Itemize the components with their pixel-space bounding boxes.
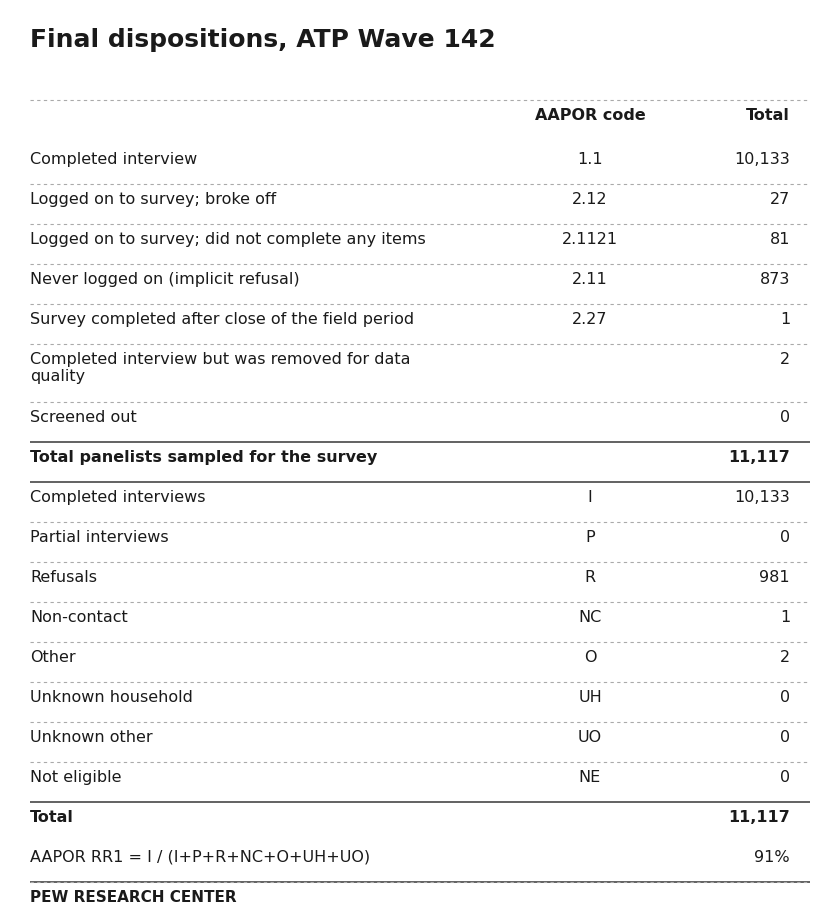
Text: I: I [588,490,592,505]
Text: PEW RESEARCH CENTER: PEW RESEARCH CENTER [30,890,237,905]
Text: AAPOR RR1 = I / (I+P+R+NC+O+UH+UO): AAPOR RR1 = I / (I+P+R+NC+O+UH+UO) [30,850,370,865]
Text: NE: NE [579,770,601,785]
Text: 2: 2 [780,352,790,367]
Text: 873: 873 [759,272,790,287]
Text: 0: 0 [780,730,790,745]
Text: 2.11: 2.11 [572,272,608,287]
Text: Completed interviews: Completed interviews [30,490,206,505]
Text: Final dispositions, ATP Wave 142: Final dispositions, ATP Wave 142 [30,28,496,52]
Text: Not eligible: Not eligible [30,770,122,785]
Text: Total panelists sampled for the survey: Total panelists sampled for the survey [30,450,377,465]
Text: NC: NC [579,610,601,625]
Text: 981: 981 [759,570,790,585]
Text: 1.1: 1.1 [577,152,603,167]
Text: AAPOR code: AAPOR code [534,108,645,123]
Text: 1: 1 [780,610,790,625]
Text: 2.1121: 2.1121 [562,232,618,247]
Text: Refusals: Refusals [30,570,97,585]
Text: 10,133: 10,133 [734,152,790,167]
Text: P: P [585,530,595,545]
Text: O: O [584,650,596,665]
Text: 2: 2 [780,650,790,665]
Text: 11,117: 11,117 [728,450,790,465]
Text: 10,133: 10,133 [734,490,790,505]
Text: 81: 81 [769,232,790,247]
Text: Unknown other: Unknown other [30,730,153,745]
Text: Survey completed after close of the field period: Survey completed after close of the fiel… [30,312,414,327]
Text: Non-contact: Non-contact [30,610,128,625]
Text: Screened out: Screened out [30,410,137,425]
Text: UH: UH [578,690,602,705]
Text: Unknown household: Unknown household [30,690,193,705]
Text: 11,117: 11,117 [728,810,790,825]
Text: 0: 0 [780,530,790,545]
Text: Total: Total [30,810,74,825]
Text: R: R [585,570,596,585]
Text: 0: 0 [780,770,790,785]
Text: Other: Other [30,650,76,665]
Text: 1: 1 [780,312,790,327]
Text: 0: 0 [780,410,790,425]
Text: 2.27: 2.27 [572,312,608,327]
Text: Partial interviews: Partial interviews [30,530,169,545]
Text: Logged on to survey; broke off: Logged on to survey; broke off [30,192,276,207]
Text: Total: Total [746,108,790,123]
Text: 91%: 91% [754,850,790,865]
Text: 0: 0 [780,690,790,705]
Text: Never logged on (implicit refusal): Never logged on (implicit refusal) [30,272,300,287]
Text: 27: 27 [769,192,790,207]
Text: Completed interview but was removed for data
quality: Completed interview but was removed for … [30,352,411,384]
Text: 2.12: 2.12 [572,192,608,207]
Text: Completed interview: Completed interview [30,152,197,167]
Text: UO: UO [578,730,602,745]
Text: Logged on to survey; did not complete any items: Logged on to survey; did not complete an… [30,232,426,247]
